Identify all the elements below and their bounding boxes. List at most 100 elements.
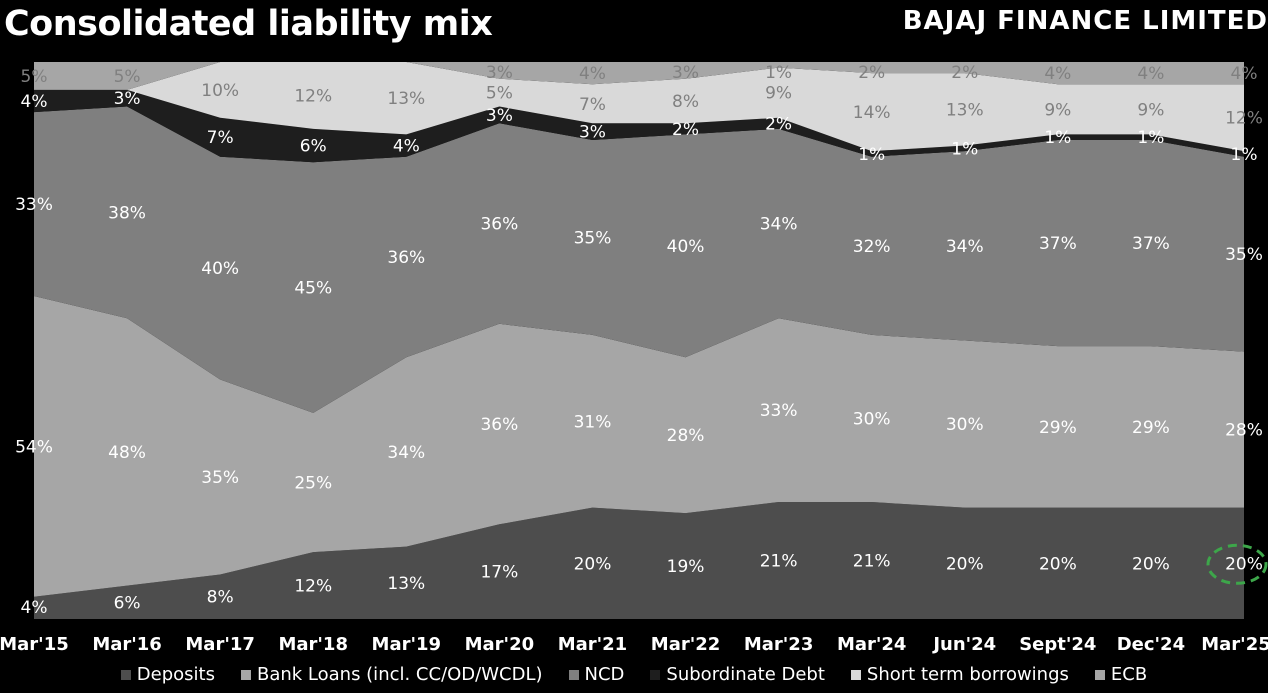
data-label-ncd: 40%	[201, 259, 239, 279]
data-label-short-term-borrowings: 5%	[486, 84, 513, 104]
x-tick-label: Mar'15	[0, 634, 69, 655]
data-label-ecb: 4%	[1044, 64, 1071, 84]
chart-highlight	[1206, 543, 1268, 585]
data-label-bank-loans-incl-cc-od-wcdl: 30%	[853, 409, 891, 429]
x-tick-label: Mar'22	[651, 634, 721, 655]
legend-label: Bank Loans (incl. CC/OD/WCDL)	[256, 664, 543, 685]
data-label-subordinate-debt: 2%	[765, 114, 792, 134]
data-label-bank-loans-incl-cc-od-wcdl: 35%	[201, 468, 239, 488]
legend-label: ECB	[1110, 664, 1148, 685]
data-label-ecb: 2%	[858, 63, 885, 83]
data-label-ecb: 1%	[765, 63, 792, 83]
data-label-deposits: 20%	[1039, 554, 1077, 574]
data-label-short-term-borrowings: 9%	[1137, 100, 1164, 120]
data-label-bank-loans-incl-cc-od-wcdl: 25%	[294, 474, 332, 494]
data-label-ecb: 4%	[579, 64, 606, 84]
data-label-subordinate-debt: 6%	[300, 137, 327, 157]
area-subordinate-debt	[34, 89, 1244, 163]
legend-swatch	[568, 669, 579, 680]
data-label-deposits: 8%	[207, 588, 234, 608]
data-label-bank-loans-incl-cc-od-wcdl: 28%	[667, 426, 705, 446]
legend-item-deposits: Deposits	[120, 664, 215, 685]
data-label-deposits: 17%	[480, 563, 518, 583]
data-label-subordinate-debt: 2%	[672, 120, 699, 140]
data-label-short-term-borrowings: 8%	[672, 92, 699, 112]
chart-areas	[34, 62, 1244, 619]
data-label-bank-loans-incl-cc-od-wcdl: 54%	[15, 437, 53, 457]
data-label-deposits: 20%	[574, 554, 612, 574]
data-label-subordinate-debt: 7%	[207, 128, 234, 148]
legend-label: Subordinate Debt	[666, 664, 825, 685]
data-label-subordinate-debt: 1%	[1044, 128, 1071, 148]
area-deposits	[34, 502, 1244, 619]
page-title: Consolidated liability mix	[4, 4, 493, 44]
data-label-bank-loans-incl-cc-od-wcdl: 30%	[946, 415, 984, 435]
x-tick-label: Mar'18	[278, 634, 348, 655]
area-short-term-borrowings	[34, 62, 1244, 152]
data-label-ecb: 2%	[951, 63, 978, 83]
data-label-bank-loans-incl-cc-od-wcdl: 29%	[1039, 418, 1077, 438]
data-label-deposits: 4%	[21, 598, 48, 618]
brand-name: BAJAJ FINANCE LIMITED	[902, 6, 1268, 36]
data-label-subordinate-debt: 3%	[114, 89, 141, 109]
data-label-ncd: 37%	[1039, 234, 1077, 254]
data-label-deposits: 6%	[114, 593, 141, 613]
data-label-bank-loans-incl-cc-od-wcdl: 36%	[480, 415, 518, 435]
data-label-bank-loans-incl-cc-od-wcdl: 28%	[1225, 421, 1263, 441]
data-label-deposits: 21%	[853, 552, 891, 572]
legend-swatch	[120, 669, 131, 680]
legend-swatch	[240, 669, 251, 680]
data-label-ncd: 45%	[294, 279, 332, 299]
data-label-ncd: 38%	[108, 203, 146, 223]
data-label-bank-loans-incl-cc-od-wcdl: 34%	[387, 443, 425, 463]
data-label-short-term-borrowings: 9%	[1044, 100, 1071, 120]
x-tick-label: Mar'17	[185, 634, 255, 655]
area-ecb	[34, 62, 1244, 90]
data-label-ncd: 34%	[760, 215, 798, 235]
data-label-ecb: 3%	[672, 63, 699, 83]
data-label-subordinate-debt: 1%	[1231, 145, 1258, 165]
data-label-deposits: 20%	[1132, 554, 1170, 574]
legend-swatch	[650, 669, 661, 680]
data-label-deposits: 13%	[387, 574, 425, 594]
data-label-subordinate-debt: 4%	[393, 137, 420, 157]
data-label-ncd: 33%	[15, 195, 53, 215]
data-label-short-term-borrowings: 10%	[201, 81, 239, 101]
area-bank-loans-incl-cc-od-wcdl	[34, 295, 1244, 597]
legend-item-subordinate-debt: Subordinate Debt	[650, 664, 825, 685]
legend-item-bank-loans-incl-cc-od-wcdl: Bank Loans (incl. CC/OD/WCDL)	[240, 664, 543, 685]
data-label-deposits: 20%	[1225, 554, 1263, 574]
data-label-deposits: 21%	[760, 552, 798, 572]
x-tick-label: Mar'25	[1201, 634, 1268, 655]
legend-item-ncd: NCD	[568, 664, 624, 685]
data-label-bank-loans-incl-cc-od-wcdl: 29%	[1132, 418, 1170, 438]
x-tick-label: Mar'16	[92, 634, 162, 655]
data-label-subordinate-debt: 3%	[579, 123, 606, 143]
data-label-bank-loans-incl-cc-od-wcdl: 31%	[574, 412, 612, 432]
data-label-ecb: 3%	[486, 63, 513, 83]
data-label-ncd: 36%	[480, 215, 518, 235]
data-label-short-term-borrowings: 13%	[946, 100, 984, 120]
x-tick-label: Mar'23	[744, 634, 814, 655]
chart-legend: Deposits Bank Loans (incl. CC/OD/WCDL) NCD…	[0, 664, 1268, 685]
legend-swatch	[850, 669, 861, 680]
highlight-ellipse	[1206, 543, 1268, 585]
data-label-ncd: 32%	[853, 237, 891, 257]
legend-item-ecb: ECB	[1094, 664, 1148, 685]
legend-label: Short term borrowings	[866, 664, 1069, 685]
data-label-ecb: 4%	[1231, 64, 1258, 84]
data-label-ncd: 40%	[667, 237, 705, 257]
data-label-ecb: 5%	[114, 67, 141, 87]
data-label-ecb: 4%	[1137, 64, 1164, 84]
x-tick-label: Dec'24	[1117, 634, 1185, 655]
data-label-short-term-borrowings: 12%	[1225, 109, 1263, 129]
legend-item-short-term-borrowings: Short term borrowings	[850, 664, 1069, 685]
data-label-short-term-borrowings: 14%	[853, 103, 891, 123]
x-tick-label: Mar'19	[372, 634, 442, 655]
data-label-subordinate-debt: 1%	[951, 139, 978, 159]
data-label-deposits: 19%	[667, 557, 705, 577]
data-label-short-term-borrowings: 9%	[765, 84, 792, 104]
x-tick-label: Mar'20	[465, 634, 535, 655]
chart-x-axis: Mar'15 Mar'16 Mar'17 Mar'18 Mar'19 Mar'20 Mar'…	[0, 634, 1268, 655]
